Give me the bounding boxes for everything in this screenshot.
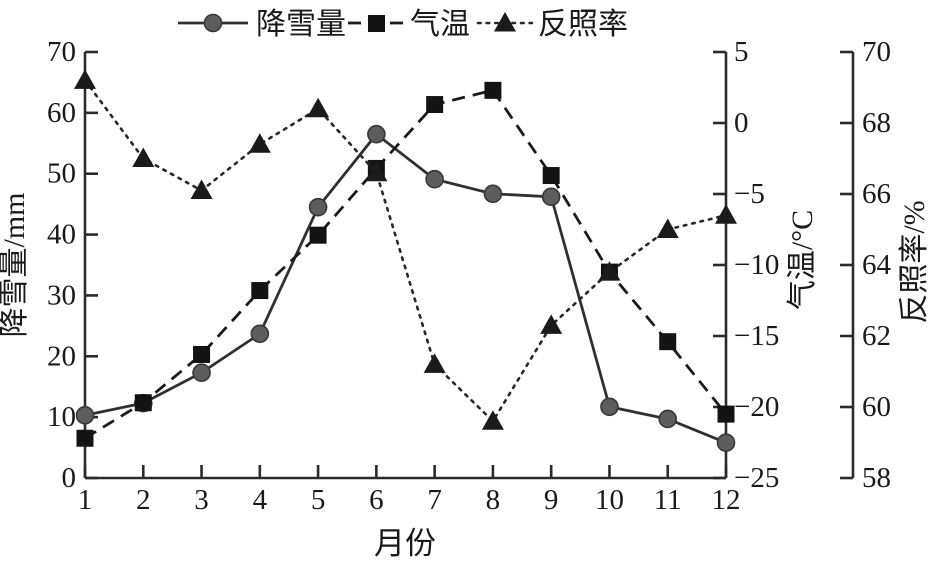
square-marker-icon bbox=[368, 15, 385, 32]
snowfall-marker-3 bbox=[192, 363, 211, 383]
left-axis-tick-label: 30 bbox=[47, 279, 76, 311]
right-temp-axis-tick-label: −5 bbox=[734, 178, 765, 210]
temperature-marker-2 bbox=[134, 394, 152, 412]
x-axis-tick-label: 5 bbox=[311, 484, 326, 516]
albedo-marker-8 bbox=[481, 410, 504, 430]
left-axis-tick-label: 40 bbox=[47, 219, 76, 251]
right-temp-axis-tick-label: −25 bbox=[734, 462, 779, 494]
right-albedo-axis-tick-label: 62 bbox=[862, 320, 891, 352]
temperature-marker-9 bbox=[542, 167, 560, 185]
x-axis-tick-label: 10 bbox=[595, 484, 624, 516]
right-albedo-axis-tick-label: 60 bbox=[862, 391, 891, 423]
snowfall-marker-8 bbox=[483, 184, 503, 204]
snowfall-marker-1 bbox=[75, 406, 95, 425]
x-axis-tick-label: 3 bbox=[194, 484, 209, 516]
temperature-marker-8 bbox=[484, 81, 502, 99]
temperature-marker-5 bbox=[309, 226, 327, 244]
right-temp-axis-tick-label: 0 bbox=[734, 107, 749, 139]
right-albedo-axis-tick-label: 64 bbox=[862, 249, 892, 281]
albedo-line bbox=[83, 79, 728, 424]
snowfall-marker-6 bbox=[367, 124, 386, 144]
x-axis-tick-label: 6 bbox=[369, 484, 384, 516]
albedo-marker-7 bbox=[423, 353, 446, 373]
left-axis-tick-label: 70 bbox=[47, 36, 76, 68]
legend-label-albedo: 反照率 bbox=[538, 8, 628, 41]
albedo-marker-9 bbox=[540, 314, 563, 334]
right-albedo-axis-title: 反照率/% bbox=[898, 200, 931, 323]
x-axis-tick-label: 2 bbox=[136, 484, 151, 516]
legend: 降雪量 气温 反照率 bbox=[178, 8, 628, 41]
temperature-marker-4 bbox=[251, 282, 269, 300]
albedo-marker-6 bbox=[365, 161, 388, 182]
left-axis-tick-label: 60 bbox=[47, 97, 76, 129]
left-axis-tick-label: 20 bbox=[47, 340, 76, 372]
albedo-marker-2 bbox=[132, 147, 155, 167]
left-axis-tick-label: 50 bbox=[47, 158, 76, 190]
snowfall-marker-4 bbox=[250, 324, 270, 344]
legend-item-temperature: 气温 bbox=[348, 8, 470, 41]
circle-marker-icon bbox=[203, 13, 223, 33]
right-albedo-axis-tick-label: 70 bbox=[862, 36, 891, 68]
albedo-marker-12 bbox=[715, 204, 737, 224]
right-albedo-axis-tick-label: 66 bbox=[862, 178, 891, 210]
left-axis-tick-label: 0 bbox=[62, 462, 77, 494]
snowfall-line bbox=[84, 132, 727, 444]
right-temp-axis-tick-label: −20 bbox=[734, 391, 779, 423]
legend-item-snowfall: 降雪量 bbox=[178, 8, 346, 41]
right-temp-axis-tick-label: −15 bbox=[734, 320, 779, 352]
snowfall-marker-9 bbox=[541, 187, 561, 207]
x-axis-tick-label: 4 bbox=[253, 484, 268, 516]
x-axis-tick-label: 1 bbox=[78, 484, 93, 516]
temperature-marker-7 bbox=[426, 96, 444, 114]
legend-label-temperature: 气温 bbox=[410, 8, 470, 41]
left-axis-title: 降雪量/mm bbox=[0, 192, 31, 337]
albedo-marker-4 bbox=[248, 133, 271, 153]
snowfall-marker-5 bbox=[308, 197, 328, 217]
albedo-marker-10 bbox=[598, 261, 621, 281]
x-axis-tick-label: 12 bbox=[712, 484, 741, 516]
snowfall-marker-12 bbox=[716, 433, 736, 453]
x-axis-tick-label: 8 bbox=[486, 484, 501, 516]
temperature-line bbox=[84, 88, 728, 440]
albedo-marker-1 bbox=[74, 69, 96, 89]
temperature-marker-11 bbox=[659, 333, 677, 351]
temperature-marker-3 bbox=[193, 345, 211, 363]
right-temp-axis-title: 气温/°C bbox=[786, 210, 819, 310]
right-albedo-axis-tick-label: 58 bbox=[862, 462, 891, 494]
x-axis-tick-label: 9 bbox=[544, 484, 559, 516]
x-axis-title: 月份 bbox=[374, 526, 436, 561]
temperature-marker-1 bbox=[76, 429, 94, 447]
temperature-marker-12 bbox=[717, 405, 735, 423]
snowfall-marker-11 bbox=[658, 409, 678, 429]
right-temp-axis-tick-label: −10 bbox=[734, 249, 779, 281]
right-temp-axis-tick-label: 5 bbox=[734, 36, 749, 68]
albedo-marker-3 bbox=[190, 179, 213, 199]
left-axis-tick-label: 10 bbox=[47, 401, 76, 433]
legend-label-snowfall: 降雪量 bbox=[256, 8, 346, 41]
right-albedo-axis-tick-label: 68 bbox=[862, 107, 891, 139]
legend-item-albedo: 反照率 bbox=[476, 8, 628, 41]
x-axis-tick-label: 7 bbox=[427, 484, 442, 516]
snowfall-marker-10 bbox=[600, 397, 619, 417]
triangle-marker-icon bbox=[494, 12, 516, 32]
snowfall-marker-7 bbox=[425, 169, 444, 189]
x-axis-tick-label: 11 bbox=[654, 484, 682, 516]
albedo-marker-5 bbox=[307, 97, 330, 118]
albedo-marker-11 bbox=[656, 218, 679, 238]
data-series bbox=[74, 69, 737, 453]
